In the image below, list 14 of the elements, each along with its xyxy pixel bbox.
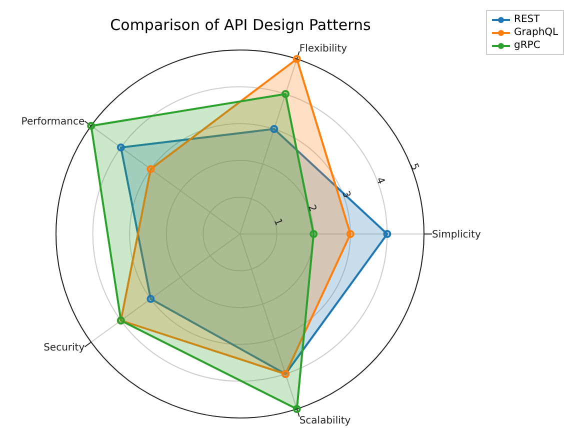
spoke-label: Simplicity: [432, 230, 481, 241]
legend-label: REST: [514, 13, 540, 26]
legend-label: gRPC: [514, 39, 540, 52]
spoke-label: Scalability: [299, 416, 351, 427]
spoke-label: Performance: [21, 116, 85, 128]
spoke-label: Security: [44, 342, 85, 354]
spoke-label: Flexibility: [299, 43, 348, 54]
y-tick-label: 5: [408, 162, 420, 172]
chart-title: Comparison of API Design Patterns: [109, 16, 372, 34]
y-tick-label: 2: [305, 203, 318, 214]
y-tick-label: 4: [374, 176, 386, 186]
y-tick-label: 3: [340, 190, 352, 200]
legend-label: GraphQL: [514, 26, 558, 39]
y-tick-label: 1: [271, 217, 284, 228]
